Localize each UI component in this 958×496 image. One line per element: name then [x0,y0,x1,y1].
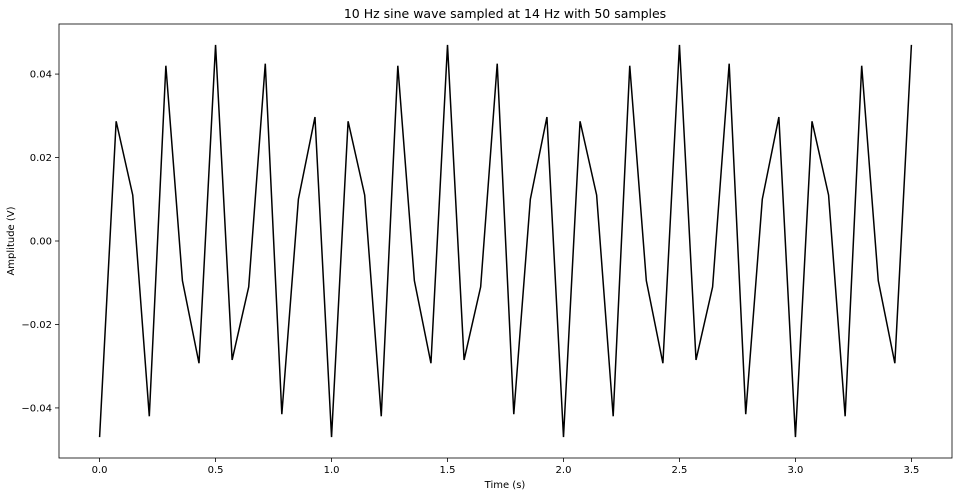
x-tick-label: 2.5 [672,465,688,476]
x-axis-label: Time (s) [484,480,526,491]
y-axis-label: Amplitude (V) [6,206,17,275]
x-tick-label: 1.0 [324,465,340,476]
series-line [98,44,913,438]
x-tick-label: 0.5 [208,465,224,476]
y-tick-label: 0.04 [30,70,52,81]
y-tick-label: 0.02 [30,153,52,164]
y-tick-label: −0.04 [21,403,52,414]
chart-title: 10 Hz sine wave sampled at 14 Hz with 50… [344,6,666,21]
x-tick-label: 3.0 [787,465,803,476]
y-tick-label: −0.02 [21,320,52,331]
x-tick-label: 2.0 [556,465,572,476]
x-axis-ticks: 0.0 0.5 1.0 1.5 2.0 2.5 3.0 3.5 [92,458,919,476]
y-axis-ticks: −0.04 −0.02 0.00 0.02 0.04 [21,70,59,414]
x-tick-label: 1.5 [440,465,456,476]
x-tick-label: 0.0 [92,465,108,476]
y-tick-label: 0.00 [30,237,52,248]
x-tick-label: 3.5 [903,465,919,476]
